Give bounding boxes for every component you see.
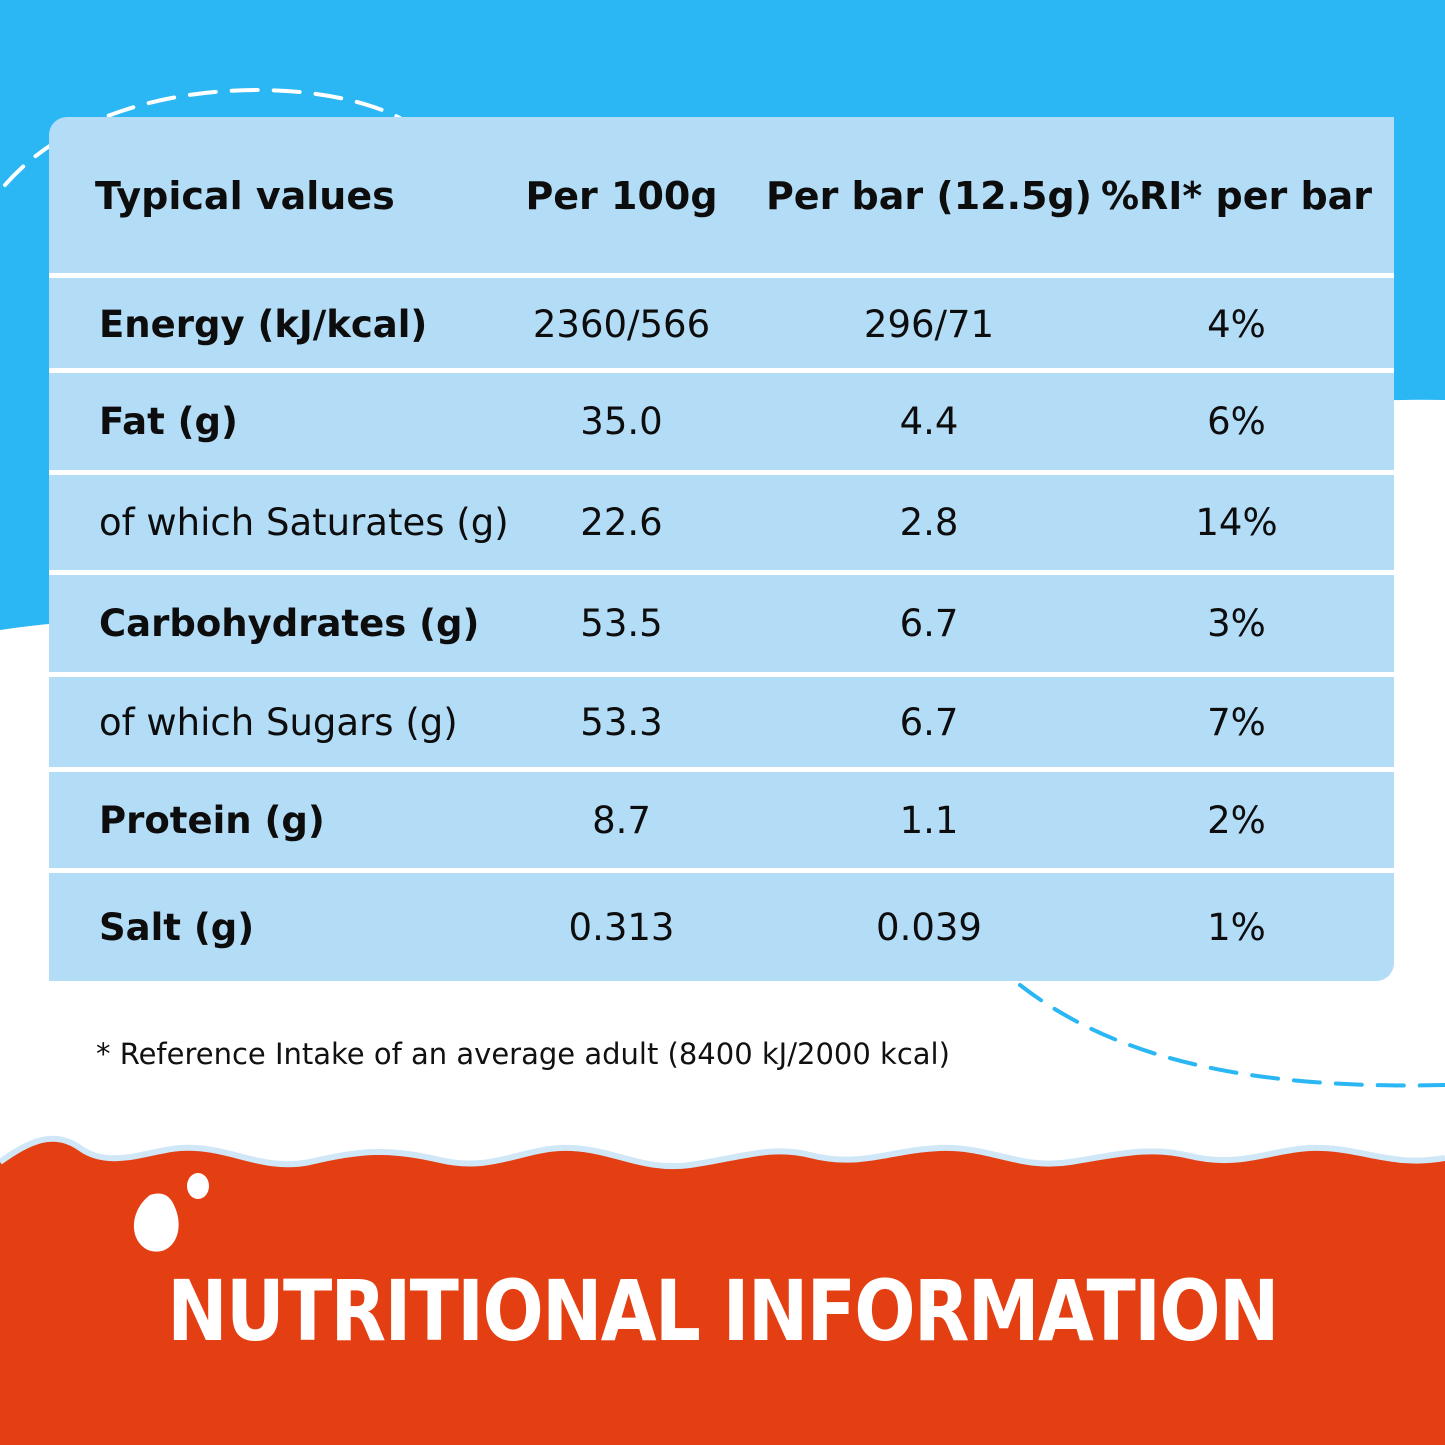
- row-label: Carbohydrates (g): [99, 602, 480, 645]
- row-divider: [49, 368, 1394, 373]
- ri-value: 3%: [1207, 602, 1266, 645]
- per-bar-value: 4.4: [899, 400, 959, 443]
- per-bar-value: 0.039: [876, 905, 982, 949]
- per-bar-value: 6.7: [899, 700, 959, 744]
- table-row: of which Sugars (g) 53.3 6.7 7%: [49, 677, 1394, 767]
- header-per-100g: Per 100g: [525, 174, 718, 218]
- ri-value: 4%: [1207, 303, 1266, 346]
- table-row: Energy (kJ/kcal) 2360/566 296/71 4%: [49, 278, 1394, 371]
- per-100g-value: 8.7: [592, 798, 651, 842]
- row-divider: [49, 672, 1394, 677]
- row-divider: [49, 570, 1394, 575]
- nutritional-information-title: NUTRITIONAL INFORMATION: [167, 1262, 1279, 1360]
- banner-milk-edge: [0, 1135, 1445, 1170]
- table-row: Fat (g) 35.0 4.4 6%: [49, 373, 1394, 470]
- per-bar-value: 6.7: [899, 602, 959, 645]
- header-ri-per-bar: %RI* per bar: [1100, 174, 1373, 218]
- ri-value: 1%: [1207, 905, 1266, 949]
- banner-shape: [0, 1138, 1445, 1445]
- ri-value: 14%: [1195, 501, 1278, 544]
- per-100g-value: 0.313: [568, 905, 675, 949]
- row-divider: [49, 868, 1394, 873]
- row-divider: [49, 470, 1394, 475]
- per-bar-value: 296/71: [863, 303, 995, 346]
- table-row: Salt (g) 0.313 0.039 1%: [49, 873, 1394, 981]
- row-label: Salt (g): [99, 905, 255, 949]
- dashed-arc-bottom: [1018, 983, 1445, 1088]
- nutrition-table: Typical values Per 100g Per bar (12.5g) …: [49, 117, 1394, 981]
- reference-intake-footnote: * Reference Intake of an average adult (…: [96, 1037, 950, 1071]
- per-100g-value: 53.3: [580, 700, 663, 744]
- row-label: Energy (kJ/kcal): [99, 303, 428, 346]
- per-100g-value: 35.0: [580, 400, 663, 443]
- per-bar-value: 2.8: [899, 501, 959, 544]
- row-divider: [49, 273, 1394, 278]
- ri-value: 7%: [1207, 700, 1266, 744]
- ri-value: 2%: [1207, 798, 1266, 842]
- row-label: Protein (g): [99, 798, 325, 842]
- table-row: Carbohydrates (g) 53.5 6.7 3%: [49, 575, 1394, 672]
- per-100g-value: 53.5: [580, 602, 663, 645]
- row-divider: [49, 767, 1394, 772]
- ri-value: 6%: [1207, 400, 1266, 443]
- row-label: Fat (g): [99, 400, 238, 443]
- row-label: of which Sugars (g): [99, 700, 458, 744]
- per-100g-value: 2360/566: [532, 303, 711, 346]
- per-100g-value: 22.6: [580, 501, 663, 544]
- header-typical-values: Typical values: [95, 174, 395, 218]
- per-bar-value: 1.1: [899, 798, 959, 842]
- table-header-row: Typical values Per 100g Per bar (12.5g) …: [49, 117, 1394, 275]
- header-per-bar: Per bar (12.5g): [765, 174, 1093, 218]
- milk-drop-icon: [133, 1173, 209, 1252]
- table-row: Protein (g) 8.7 1.1 2%: [49, 772, 1394, 868]
- table-row: of which Saturates (g) 22.6 2.8 14%: [49, 475, 1394, 570]
- dashed-arc-top: [3, 88, 402, 187]
- row-label: of which Saturates (g): [99, 501, 509, 544]
